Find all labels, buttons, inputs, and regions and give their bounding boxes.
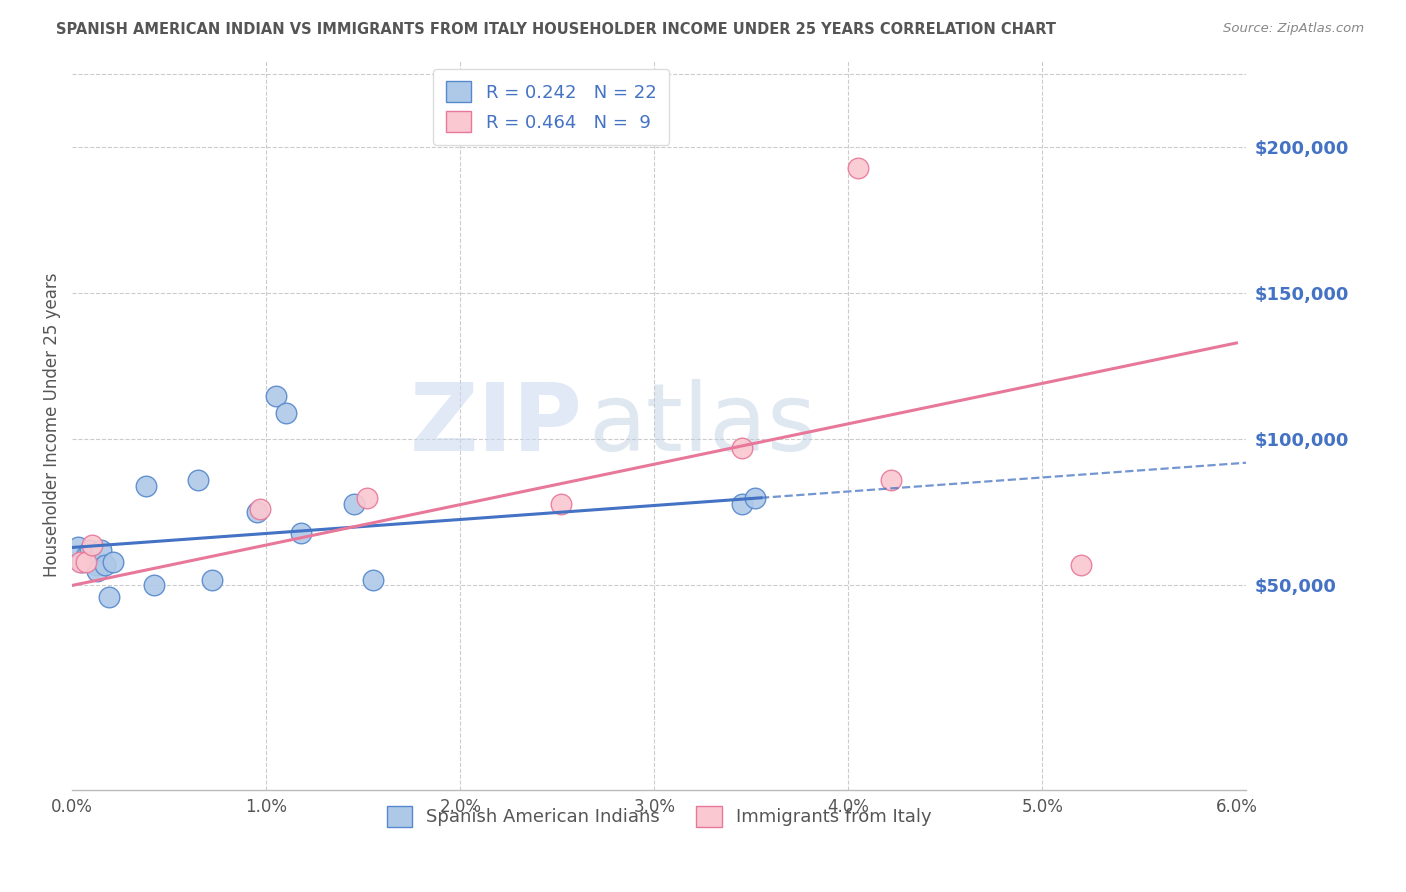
Point	[274, 406, 297, 420]
Text: SPANISH AMERICAN INDIAN VS IMMIGRANTS FROM ITALY HOUSEHOLDER INCOME UNDER 25 YEA: SPANISH AMERICAN INDIAN VS IMMIGRANTS FR…	[56, 22, 1056, 37]
Point	[1070, 558, 1092, 572]
Point	[75, 549, 97, 564]
Point	[264, 388, 287, 402]
Point	[201, 573, 224, 587]
Point	[342, 497, 364, 511]
Point	[101, 555, 124, 569]
Point	[75, 555, 97, 569]
Point	[84, 558, 107, 572]
Point	[356, 491, 378, 505]
Legend: Spanish American Indians, Immigrants from Italy: Spanish American Indians, Immigrants fro…	[378, 797, 941, 836]
Point	[730, 497, 752, 511]
Point	[187, 473, 209, 487]
Point	[880, 473, 903, 487]
Point	[730, 441, 752, 455]
Point	[80, 537, 103, 551]
Point	[142, 578, 165, 592]
Point	[69, 555, 91, 569]
Point	[290, 525, 312, 540]
Text: Source: ZipAtlas.com: Source: ZipAtlas.com	[1223, 22, 1364, 36]
Point	[361, 573, 384, 587]
Text: atlas: atlas	[589, 379, 817, 471]
Y-axis label: Householder Income Under 25 years: Householder Income Under 25 years	[44, 273, 60, 577]
Point	[70, 555, 93, 569]
Point	[90, 543, 112, 558]
Point	[94, 558, 117, 572]
Point	[67, 541, 90, 555]
Point	[86, 564, 108, 578]
Point	[135, 479, 157, 493]
Point	[245, 505, 267, 519]
Text: ZIP: ZIP	[411, 379, 583, 471]
Point	[846, 161, 869, 175]
Point	[249, 502, 271, 516]
Point	[550, 497, 572, 511]
Point	[98, 590, 121, 604]
Point	[744, 491, 766, 505]
Point	[79, 543, 101, 558]
